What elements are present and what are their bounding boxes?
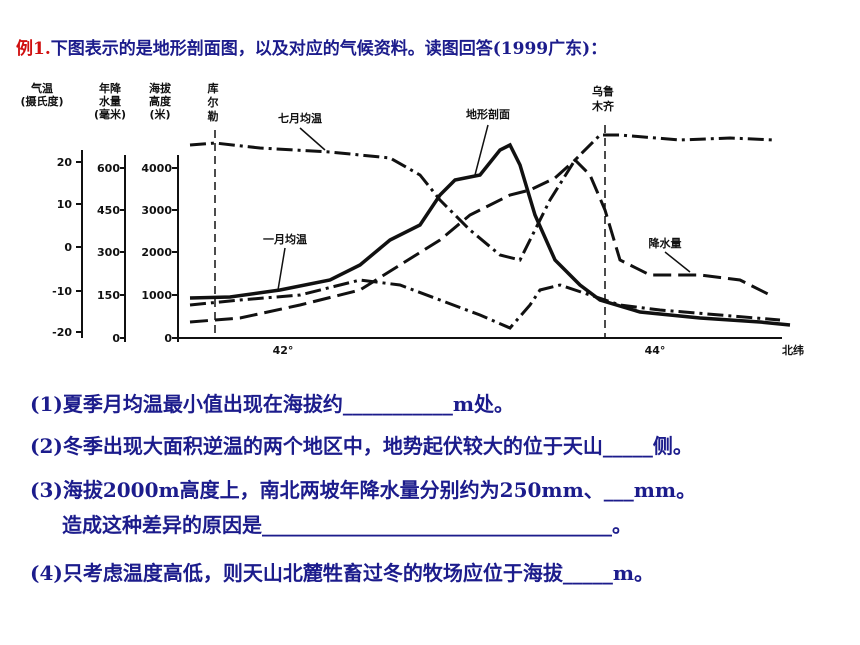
- axis-title: 水量: [99, 94, 121, 108]
- place-label: 库: [208, 81, 219, 95]
- x-tick-label: 42°: [273, 344, 294, 357]
- x-tick-label: 44°: [645, 344, 666, 357]
- tick-label: -20: [52, 326, 72, 339]
- curve-label: 地形剖面: [466, 107, 510, 121]
- axis-title: 气温: [30, 81, 53, 95]
- title: 例1.下图表示的是地形剖面图，以及对应的气候资料。读图回答(1999广东)：: [16, 34, 607, 59]
- tick-label: 450: [97, 204, 120, 217]
- axis-title: 高度: [149, 94, 172, 108]
- axis-title: (米): [149, 107, 170, 121]
- leader: [299, 127, 326, 151]
- axis-title: 年降: [99, 81, 122, 95]
- question-line: (1)夏季月均温最小值出现在海拔约___________m处。: [30, 392, 515, 416]
- leader: [474, 124, 489, 176]
- example-label: 例1.: [16, 39, 51, 59]
- tick-label: 150: [97, 289, 120, 302]
- question: (1)夏季月均温最小值出现在海拔约___________m处。: [30, 388, 514, 417]
- curve-label: 一月均温: [263, 232, 307, 246]
- question: (2)冬季出现大面积逆温的两个地区中，地势起伏较大的位于天山_____侧。: [30, 430, 693, 459]
- tick-label: 0: [164, 332, 172, 345]
- place-label: 勒: [208, 109, 219, 123]
- tick-label: 4000: [141, 162, 172, 175]
- question-line: (2)冬季出现大面积逆温的两个地区中，地势起伏较大的位于天山_____侧。: [30, 434, 693, 458]
- tick-label: 0: [64, 241, 72, 254]
- question-line: (4)只考虑温度高低，则天山北麓牲畜过冬的牧场应位于海拔_____m。: [30, 561, 655, 585]
- terrain-curve: [189, 142, 791, 327]
- question: (4)只考虑温度高低，则天山北麓牲畜过冬的牧场应位于海拔_____m。: [30, 557, 654, 586]
- curve-label: 七月均温: [278, 111, 322, 125]
- leader: [664, 251, 691, 273]
- tick-label: 20: [57, 156, 73, 169]
- question: (3)海拔2000m高度上，南北两坡年降水量分别约为250mm、___mm。造成…: [30, 474, 696, 538]
- tick-label: 600: [97, 162, 120, 175]
- leader: [277, 247, 286, 291]
- place-label: 乌鲁: [592, 84, 614, 98]
- curve-label: 降水量: [649, 236, 682, 250]
- x-axis-title: 北纬: [782, 343, 804, 357]
- place-label: 木齐: [591, 99, 615, 113]
- tick-label: 1000: [141, 289, 172, 302]
- axis-title: (毫米): [94, 107, 126, 121]
- axis-title: 海拔: [149, 81, 172, 95]
- place-label: 尔: [207, 95, 219, 109]
- precip-curve: [189, 157, 771, 324]
- tick-label: 2000: [141, 246, 172, 259]
- question-line: (3)海拔2000m高度上，南北两坡年降水量分别约为250mm、___mm。: [30, 478, 697, 502]
- tick-label: 300: [97, 246, 120, 259]
- tick-label: -10: [52, 285, 72, 298]
- question-line: 造成这种差异的原因是______________________________…: [62, 513, 632, 537]
- tick-label: 0: [112, 332, 120, 345]
- tick-label: 10: [57, 198, 73, 211]
- july-curve: [189, 133, 776, 262]
- title-text: 下图表示的是地形剖面图，以及对应的气候资料。读图回答(1999广东)：: [50, 39, 608, 59]
- axis-title: (摄氏度): [20, 94, 63, 108]
- tick-label: 3000: [141, 204, 172, 217]
